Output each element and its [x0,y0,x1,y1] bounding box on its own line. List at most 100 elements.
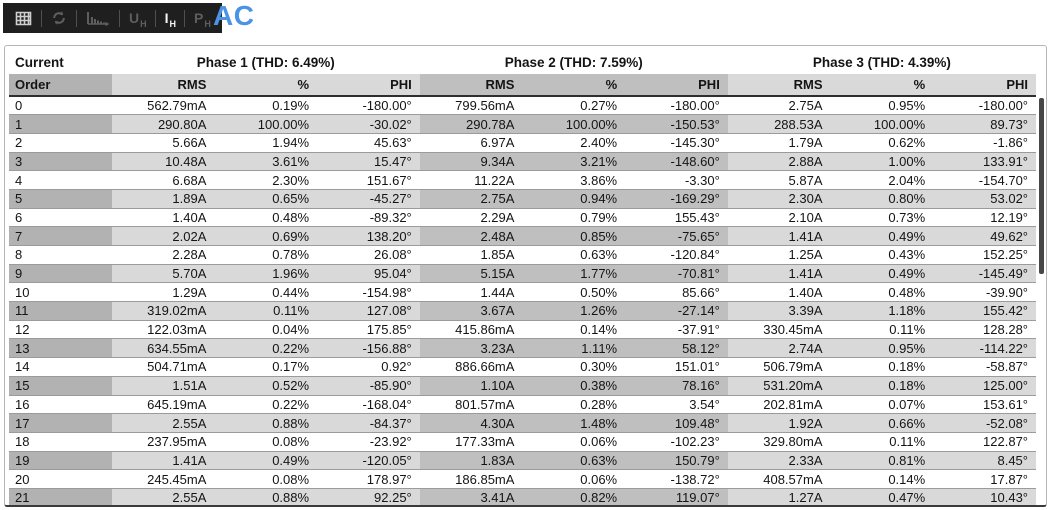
value-cell: 0.92° [317,357,420,377]
value-cell: 415.86mA [419,320,523,340]
value-cell: 1.26% [522,301,626,321]
value-cell: 1.92A [727,413,831,433]
vertical-scrollbar-thumb[interactable] [1039,98,1044,274]
harmonics-table: Current Phase 1 (THD: 6.49%) Phase 2 (TH… [9,50,1036,505]
value-cell: 0.85% [522,226,626,246]
value-cell: 634.55mA [111,338,215,359]
table-row: 3 10.48A 3.61% 15.47° 9.34A 3.21% -148.60° 2.88… [9,152,1036,172]
order-cell: 15 [9,376,112,396]
value-cell: 0.19% [214,96,318,116]
value-cell: 150.79° [625,451,728,471]
value-cell: 3.54° [625,395,728,415]
value-cell: -85.90° [317,376,420,396]
value-cell: 151.01° [625,357,728,377]
phase-header-row: Current Phase 1 (THD: 6.49%) Phase 2 (TH… [9,50,1036,74]
value-cell: 329.80mA [727,432,831,452]
value-cell: 1.00% [830,152,934,172]
value-cell: -154.98° [317,282,420,303]
value-cell: 9.34A [419,152,523,172]
value-cell: 85.66° [625,282,728,303]
value-cell: 0.81% [830,451,934,471]
value-cell: -84.37° [317,413,420,433]
value-cell: 155.43° [625,208,728,228]
value-cell: 151.67° [317,170,420,190]
column-header-row: Order RMS % PHI RMS % PHI RMS % PHI [9,74,1036,97]
value-cell: 0.49% [830,264,934,284]
voltage-harmonics-label: U [129,10,140,26]
order-cell: 2 [9,133,112,153]
value-cell: 1.79A [727,133,831,153]
value-cell: 133.91° [933,152,1036,172]
value-cell: 0.43% [830,245,934,265]
table-row: 17 2.55A 0.88% -84.37° 4.30A 1.48% 109.48° 1.92… [9,413,1036,433]
value-cell: 2.55A [111,488,215,505]
value-cell: 152.25° [933,245,1036,265]
value-cell: 1.40A [111,208,215,228]
value-cell: 645.19mA [111,395,215,415]
value-cell: 330.45mA [727,320,831,340]
toolbar-separator [119,9,120,27]
toolbar-separator [154,9,156,27]
value-cell: 100.00% [522,114,626,134]
value-cell: 122.87° [933,432,1036,452]
value-cell: 504.71mA [111,357,215,377]
value-cell: 0.14% [830,469,934,489]
value-cell: 0.52% [214,376,318,396]
value-cell: 0.62% [830,133,934,153]
table-row: 9 5.70A 1.96% 95.04° 5.15A 1.77% -70.81° 1.41A 0… [9,264,1036,284]
value-cell: -30.02° [317,114,420,134]
value-cell: 1.89A [111,189,215,209]
harmonics-table-panel: Current Phase 1 (THD: 6.49%) Phase 2 (TH… [4,45,1047,507]
value-cell: 0.80% [830,189,934,209]
value-cell: 0.50% [522,282,626,303]
value-cell: 2.75A [727,96,831,116]
value-cell: 3.21% [522,152,626,172]
rms-column-header: RMS [419,74,523,97]
order-cell: 8 [9,245,112,265]
harmonic-subscript: H [140,19,147,29]
value-cell: 153.61° [933,395,1036,415]
table-row: 20 245.45mA 0.08% 178.97° 186.85mA 0.06% -138.… [9,469,1036,489]
value-cell: -102.23° [625,432,728,452]
value-cell: 0.27% [522,96,626,116]
value-cell: 100.00% [830,114,934,134]
value-cell: 0.47% [830,488,934,505]
value-cell: 2.48A [419,226,523,246]
table-row: 12 122.03mA 0.04% 175.85° 415.86mA 0.14% -37.9… [9,320,1036,340]
value-cell: 2.75A [419,189,523,209]
table-row: 0 562.79mA 0.19% -180.00° 799.56mA 0.27% -180.… [9,96,1036,116]
value-cell: -168.04° [317,395,420,415]
value-cell: 886.66mA [419,357,523,377]
value-cell: -150.53° [625,114,728,134]
value-cell: 1.41A [727,226,831,246]
waveform-button[interactable] [84,9,112,28]
order-cell: 5 [9,189,112,209]
table-row: 11 319.02mA 0.11% 127.08° 3.67A 1.26% -27.14° 3… [9,301,1036,321]
value-cell: 0.63% [522,451,626,471]
value-cell: 1.29A [111,282,215,303]
grid-icon [15,11,32,26]
value-cell: -37.91° [625,320,728,340]
value-cell: 0.22% [214,338,318,359]
order-cell: 18 [9,432,112,452]
value-cell: 0.63% [522,245,626,265]
value-cell: 0.06% [522,432,626,452]
order-column-header: Order [9,74,112,97]
value-cell: 202.81mA [727,395,831,415]
value-cell: 2.88A [727,152,831,172]
value-cell: 1.40A [727,282,831,303]
harmonic-spectrum-icon [86,11,110,26]
value-cell: 0.95% [830,338,934,359]
table-view-button[interactable] [13,9,34,28]
measurement-type-label: Current [9,50,112,74]
order-cell: 4 [9,170,112,190]
refresh-button[interactable] [49,8,69,28]
order-cell: 14 [9,357,112,377]
percent-column-header: % [214,74,318,97]
value-cell: 4.30A [419,413,523,433]
table-row: 4 6.68A 2.30% 151.67° 11.22A 3.86% -3.30° 5.87A… [9,170,1036,190]
